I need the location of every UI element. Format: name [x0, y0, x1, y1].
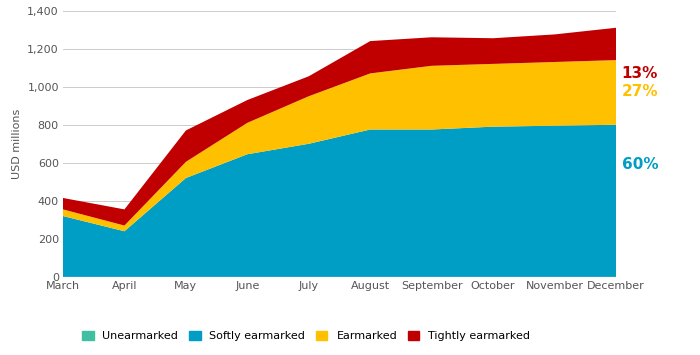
Legend: Unearmarked, Softly earmarked, Earmarked, Tightly earmarked: Unearmarked, Softly earmarked, Earmarked… — [78, 327, 535, 346]
Text: 13%: 13% — [622, 66, 658, 81]
Y-axis label: USD millions: USD millions — [12, 109, 22, 179]
Text: 27%: 27% — [622, 84, 658, 99]
Text: 60%: 60% — [622, 157, 658, 172]
